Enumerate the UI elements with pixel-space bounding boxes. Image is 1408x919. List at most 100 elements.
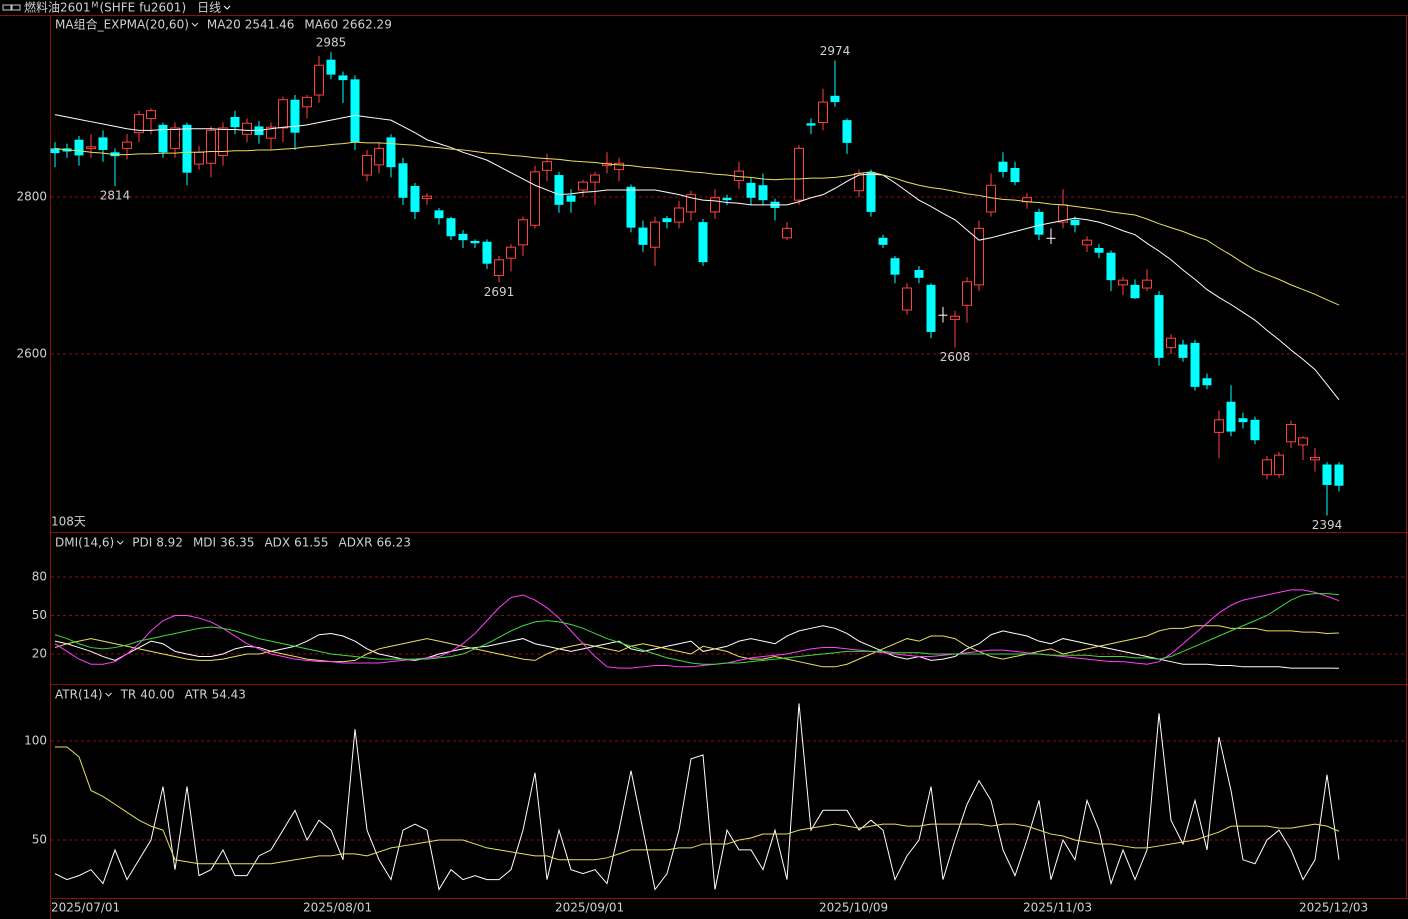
symbol-icon (2, 4, 21, 11)
candle-body (1094, 248, 1104, 253)
candle-body (1166, 337, 1176, 349)
x-tick-label: 2025/08/01 (303, 901, 372, 915)
candle-body (1082, 239, 1092, 246)
y-tick-label: 2600 (16, 346, 47, 360)
series-line (54, 593, 1340, 665)
candle-body (1070, 219, 1080, 226)
candle-body (674, 207, 684, 223)
y-tick-label: 80 (32, 570, 47, 584)
legend-value: 40.00 (140, 688, 174, 702)
candle-body (1034, 211, 1044, 235)
indicator-name: MA组合_EXPMA(20,60) (55, 17, 189, 32)
series-line (54, 625, 1340, 669)
candle-body (686, 194, 696, 213)
series-line (55, 746, 1340, 865)
legend-name: MDI (193, 536, 216, 550)
candle-body (1286, 424, 1296, 443)
candle-body (1238, 418, 1248, 423)
candle-body (242, 122, 252, 135)
x-tick-label: 2025/07/01 (51, 901, 120, 915)
candle-body (1322, 464, 1332, 485)
candle-body (1154, 295, 1164, 358)
candle-body (170, 127, 180, 149)
y-tick-label: 20 (32, 646, 47, 660)
candle-body (1106, 252, 1116, 281)
candle-body (1202, 378, 1212, 386)
candle-body (950, 315, 960, 320)
candle-body (1178, 344, 1188, 358)
candle-body (470, 240, 480, 244)
candle-body (590, 174, 600, 183)
candle-body (398, 163, 408, 198)
candle-body (194, 151, 204, 165)
candle-body (914, 269, 924, 278)
candle-body (374, 147, 384, 166)
extreme-label: 2974 (820, 44, 851, 58)
candle-body (890, 258, 900, 275)
candle-body (182, 124, 192, 173)
candle-body (698, 222, 708, 263)
indicator-chevron (105, 692, 112, 697)
candle-body (98, 137, 108, 150)
candle-body (710, 197, 720, 213)
candle-body (458, 233, 468, 241)
candle-body (1274, 454, 1284, 476)
legend-name: ADXR (338, 536, 372, 550)
candle-body (146, 110, 156, 120)
candle-body (278, 99, 288, 129)
candle-body (494, 259, 504, 276)
candle-body (578, 181, 588, 191)
candle-body (122, 141, 132, 149)
candle-body (506, 246, 516, 259)
candle-body (314, 64, 324, 96)
candle-body (50, 148, 60, 154)
x-tick-label: 2025/09/01 (555, 901, 624, 915)
candle-body (158, 124, 168, 153)
legend-name: MA20 (207, 18, 241, 32)
candle-body (902, 287, 912, 311)
candle-body (626, 186, 636, 228)
legend-name: TR (120, 688, 137, 702)
candle-body (878, 237, 888, 245)
y-tick-label: 2800 (16, 190, 47, 204)
candle-body (1142, 279, 1152, 289)
candle-body (1130, 284, 1140, 299)
candle-body (1262, 459, 1272, 476)
legend-name: ADX (264, 536, 290, 550)
candle-body (650, 221, 660, 248)
icon-part (11, 4, 21, 11)
candle-body (482, 241, 492, 264)
candle-body (758, 185, 768, 201)
extreme-label: 2608 (940, 350, 971, 364)
candle-body (818, 101, 828, 123)
candle-body (1118, 279, 1128, 286)
candle-body (794, 147, 804, 201)
candle-body (350, 79, 360, 143)
candle-body (806, 123, 816, 126)
candle-body (722, 197, 732, 201)
candle-body (422, 195, 432, 200)
series-line (54, 141, 1340, 306)
header-text: 燃料油2601 (24, 0, 91, 15)
candle-body (410, 186, 420, 212)
indicator-chevron (116, 540, 124, 545)
candle-body (518, 219, 528, 246)
legend-value: 2541.46 (245, 18, 295, 32)
bar-count: 108天 (51, 515, 86, 529)
candle-body (1334, 464, 1344, 486)
y-tick-label: 100 (24, 734, 47, 748)
candle-body (1010, 167, 1020, 183)
header-text: (SHFE fu2601) (99, 1, 186, 15)
candle-body (542, 161, 552, 171)
candle-body (386, 137, 396, 168)
indicator-name: ATR(14) (55, 688, 103, 702)
candle-body (338, 75, 348, 81)
candle-body (218, 127, 228, 156)
candle-body (866, 171, 876, 212)
candle-body (1298, 437, 1308, 446)
series-line (54, 114, 1340, 401)
dropdown-chevron (223, 5, 231, 10)
candle-body (830, 95, 840, 103)
legend-value: 54.43 (212, 688, 246, 702)
